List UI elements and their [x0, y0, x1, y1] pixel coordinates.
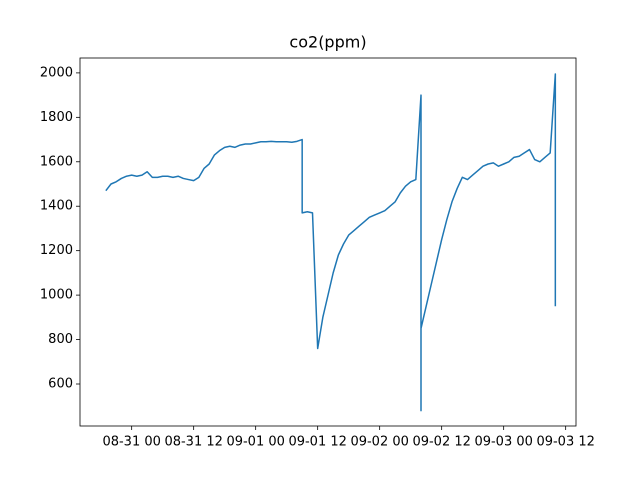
y-tick-label: 1600 [40, 154, 73, 169]
x-tick-label: 08-31 00 [102, 435, 160, 450]
y-tick-label: 1200 [40, 243, 73, 258]
y-tick-label: 1000 [40, 288, 73, 303]
x-tick-label: 09-02 00 [350, 435, 408, 450]
x-tick-label: 09-01 12 [288, 435, 346, 450]
y-tick-label: 600 [48, 377, 73, 392]
x-tick-label: 09-02 12 [412, 435, 470, 450]
x-tick-label: 09-03 00 [474, 435, 532, 450]
y-tick-label: 1400 [40, 199, 73, 214]
y-tick-label: 2000 [40, 65, 73, 80]
x-tick-label: 08-31 12 [164, 435, 222, 450]
data-line [105, 73, 557, 412]
x-tick-label: 09-03 12 [536, 435, 594, 450]
y-tick-label: 1800 [40, 110, 73, 125]
y-tick-label: 800 [48, 332, 73, 347]
chart-title: co2(ppm) [289, 33, 366, 52]
axes-frame [79, 57, 577, 427]
x-tick-label: 09-01 00 [226, 435, 284, 450]
